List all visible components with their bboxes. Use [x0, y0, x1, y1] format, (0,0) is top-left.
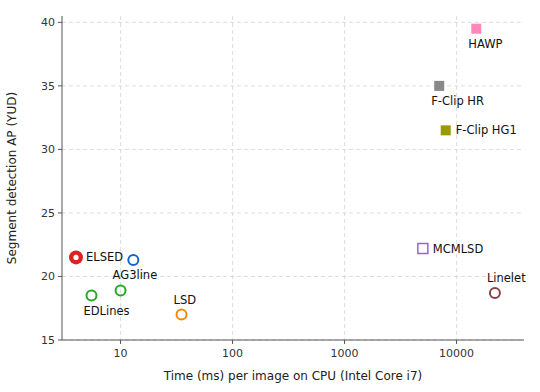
point	[471, 24, 481, 34]
y-tick-label: 35	[41, 80, 55, 93]
annotation: HAWP	[468, 37, 502, 51]
x-tick-label: 10000	[439, 347, 474, 360]
grid	[62, 16, 524, 340]
y-tick-label: 40	[41, 16, 55, 29]
x-tick-label: 100	[222, 347, 243, 360]
point	[86, 291, 96, 301]
point	[176, 310, 186, 320]
point	[116, 285, 126, 295]
point	[490, 288, 500, 298]
grid-line	[120, 16, 121, 340]
x-axis-label: Time (ms) per image on CPU (Intel Core i…	[163, 369, 423, 383]
annotation: AG3line	[113, 268, 158, 282]
grid-line	[232, 16, 233, 340]
annotation: MCMLSD	[433, 242, 484, 256]
grid-line	[456, 16, 457, 340]
grid-line	[62, 85, 524, 86]
point	[441, 125, 451, 135]
grid-line	[62, 212, 524, 213]
annotation: F-Clip HR	[431, 94, 484, 108]
point-center	[73, 255, 78, 260]
y-tick	[58, 276, 62, 277]
annotation: F-Clip HG1	[456, 123, 517, 137]
y-tick	[58, 149, 62, 150]
annotation: ELSED	[86, 250, 123, 264]
x-tick	[344, 340, 345, 344]
y-tick	[58, 340, 62, 341]
y-tick	[58, 85, 62, 86]
y-tick-label: 25	[41, 207, 55, 220]
point	[434, 81, 444, 91]
grid-line	[62, 340, 524, 341]
x-axis-line	[62, 340, 524, 341]
point	[69, 250, 83, 264]
annotations: ELSED EDLines AG3line LSD MCMLSD Linelet F-Cli…	[83, 37, 526, 318]
grid-line	[344, 16, 345, 340]
chart: 10 100 1000 10000 15 20 25 30 35 40 Time (ms) per …	[0, 0, 540, 392]
x-tick-label: 1000	[331, 347, 359, 360]
y-tick-label: 15	[41, 334, 55, 347]
grid-line	[62, 22, 524, 23]
point	[128, 255, 138, 265]
y-axis-line	[62, 16, 63, 340]
x-tick	[232, 340, 233, 344]
x-tick	[120, 340, 121, 344]
y-tick-label: 30	[41, 143, 55, 156]
annotation: Linelet	[487, 271, 526, 285]
axes: 10 100 1000 10000 15 20 25 30 35 40	[41, 16, 524, 360]
y-tick	[58, 212, 62, 213]
points	[69, 24, 500, 320]
y-tick	[58, 22, 62, 23]
point	[418, 244, 428, 254]
y-axis-label: Segment detection AP (YUD)	[5, 92, 19, 264]
grid-line	[62, 149, 524, 150]
y-tick-label: 20	[41, 270, 55, 283]
annotation: LSD	[173, 293, 196, 307]
annotation: EDLines	[83, 304, 129, 318]
x-tick-label: 10	[114, 347, 128, 360]
x-tick	[456, 340, 457, 344]
